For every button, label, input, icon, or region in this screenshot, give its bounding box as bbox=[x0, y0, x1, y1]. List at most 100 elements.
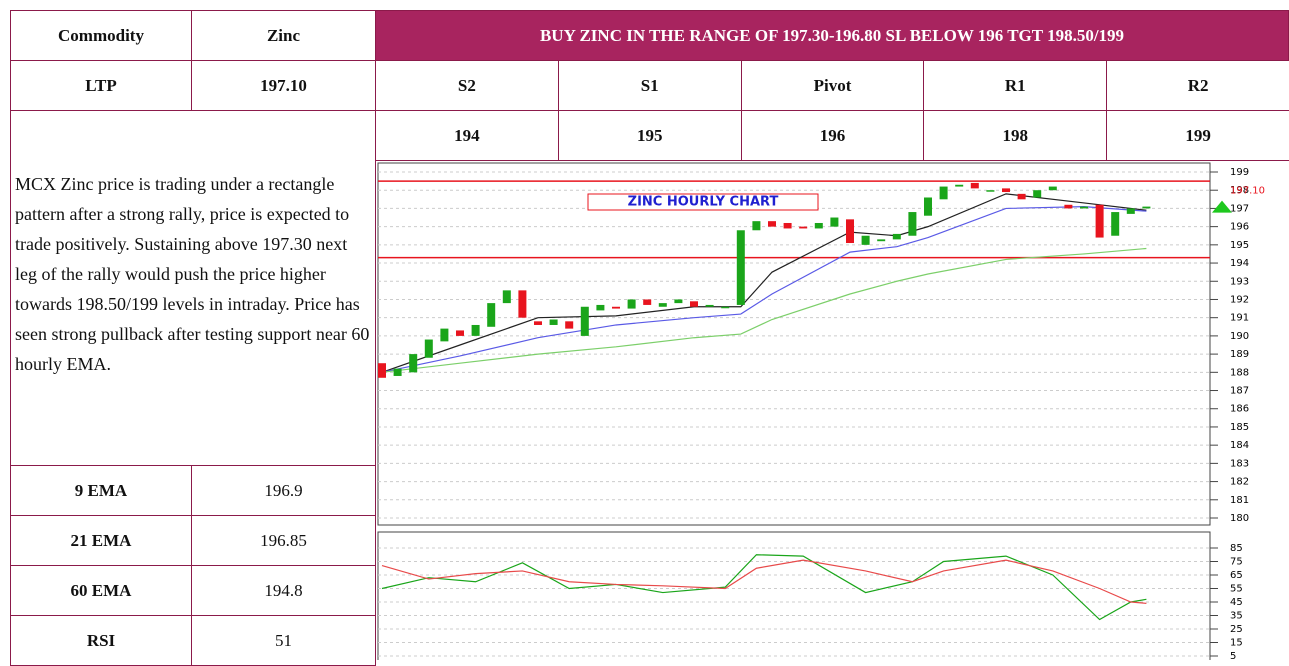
y2-tick-label: 85 bbox=[1230, 543, 1243, 554]
y-tick-label: 183 bbox=[1230, 458, 1249, 469]
candle bbox=[518, 290, 527, 318]
y2-tick-label: 35 bbox=[1230, 611, 1243, 622]
y-tick-label: 181 bbox=[1230, 495, 1249, 506]
y2-tick-label: 55 bbox=[1230, 584, 1243, 595]
candle bbox=[721, 306, 730, 309]
candle bbox=[534, 321, 542, 325]
indicator-value: 194.8 bbox=[191, 565, 376, 616]
candle bbox=[736, 230, 745, 305]
ema-line bbox=[381, 205, 1147, 373]
candle bbox=[612, 306, 620, 309]
candle bbox=[814, 222, 823, 229]
y-tick-label: 199 bbox=[1230, 167, 1249, 178]
candle bbox=[752, 221, 761, 231]
candle bbox=[440, 328, 449, 342]
candle bbox=[799, 226, 808, 229]
candle bbox=[502, 290, 511, 304]
y2-tick-label: 45 bbox=[1230, 597, 1243, 608]
rsi-line bbox=[381, 554, 1147, 621]
level-header: S2 bbox=[375, 60, 559, 111]
candle bbox=[846, 219, 854, 244]
y-tick-label: 194 bbox=[1230, 258, 1249, 269]
level-header: Pivot bbox=[740, 60, 925, 111]
y-tick-label: 182 bbox=[1230, 477, 1249, 488]
candle bbox=[861, 235, 870, 245]
indicator-label: RSI bbox=[10, 615, 192, 666]
y-tick-label: 180 bbox=[1230, 513, 1249, 524]
indicator-label: 21 EMA bbox=[10, 515, 192, 566]
ema-line bbox=[381, 193, 1147, 373]
commodity: Zinc bbox=[191, 10, 376, 61]
ltp: 197.10 bbox=[191, 60, 376, 111]
candle bbox=[970, 182, 979, 189]
y2-tick-label: 75 bbox=[1230, 557, 1243, 568]
level-value: 194 bbox=[375, 110, 559, 161]
y2-tick-label: 65 bbox=[1230, 570, 1243, 581]
candle bbox=[1111, 212, 1120, 236]
candle bbox=[1142, 206, 1151, 209]
y-tick-label: 196 bbox=[1230, 222, 1249, 233]
candle bbox=[643, 299, 652, 305]
candle bbox=[378, 363, 386, 378]
candle bbox=[830, 217, 839, 227]
y-tick-label: 197 bbox=[1230, 203, 1249, 214]
candle bbox=[393, 368, 402, 376]
candle bbox=[1126, 208, 1135, 214]
indicator-value: 196.85 bbox=[191, 515, 376, 566]
candle bbox=[908, 212, 917, 236]
candle bbox=[1033, 190, 1042, 198]
candle bbox=[549, 319, 558, 325]
title-box bbox=[587, 193, 819, 211]
commodity-label: Commodity bbox=[10, 10, 192, 61]
y-tick-label: 186 bbox=[1230, 404, 1249, 415]
candle bbox=[1017, 193, 1026, 200]
candle bbox=[409, 354, 418, 373]
level-header: R1 bbox=[923, 60, 1108, 111]
price-panel bbox=[377, 162, 1211, 526]
chart: 180 181 182 183 184 185 186 187 188 189 190 191 192 1… bbox=[377, 162, 1265, 660]
candle bbox=[705, 304, 714, 307]
candle bbox=[1080, 206, 1088, 209]
candle bbox=[471, 324, 480, 336]
y2-tick-label: 15 bbox=[1230, 638, 1243, 649]
commentary: MCX Zinc price is trading under a rectan… bbox=[10, 110, 376, 466]
price-marker bbox=[1212, 200, 1232, 213]
candle bbox=[690, 301, 698, 307]
candle bbox=[955, 184, 964, 187]
y2-tick-label: 5 bbox=[1230, 651, 1236, 660]
chart-title: ZINC HOURLY CHART bbox=[628, 195, 779, 210]
candle bbox=[456, 330, 464, 336]
y-tick-label: 190 bbox=[1230, 331, 1249, 342]
candle bbox=[580, 306, 589, 336]
candle bbox=[565, 321, 574, 329]
y-tick-label: 191 bbox=[1230, 313, 1249, 324]
y-tick-label: 189 bbox=[1230, 349, 1249, 360]
candle bbox=[939, 186, 948, 200]
level-header: S1 bbox=[557, 60, 742, 111]
y-tick-label: 184 bbox=[1230, 440, 1249, 451]
candle bbox=[924, 197, 932, 216]
candle bbox=[1095, 204, 1104, 238]
y-tick-label: 192 bbox=[1230, 294, 1249, 305]
candle bbox=[783, 222, 792, 229]
ltp-label: LTP bbox=[10, 60, 192, 111]
candle bbox=[674, 299, 683, 304]
indicator-value: 51 bbox=[191, 615, 376, 666]
level-value: 196 bbox=[740, 110, 925, 161]
candle bbox=[1048, 186, 1057, 191]
y2-tick-label: 25 bbox=[1230, 624, 1243, 635]
level-value: 199 bbox=[1106, 110, 1289, 161]
y-tick-label: 198 bbox=[1230, 185, 1249, 196]
candle bbox=[768, 221, 776, 227]
candle bbox=[596, 304, 605, 311]
y-tick-label: 187 bbox=[1230, 386, 1249, 397]
candle bbox=[627, 299, 636, 309]
candle bbox=[658, 303, 667, 307]
level-value: 195 bbox=[557, 110, 742, 161]
y-tick-label: 195 bbox=[1230, 240, 1249, 251]
ema-line bbox=[381, 247, 1147, 373]
indicator-label: 9 EMA bbox=[10, 465, 192, 516]
level-value: 198 bbox=[923, 110, 1108, 161]
candle bbox=[487, 303, 496, 327]
rsi-panel bbox=[377, 531, 1211, 660]
